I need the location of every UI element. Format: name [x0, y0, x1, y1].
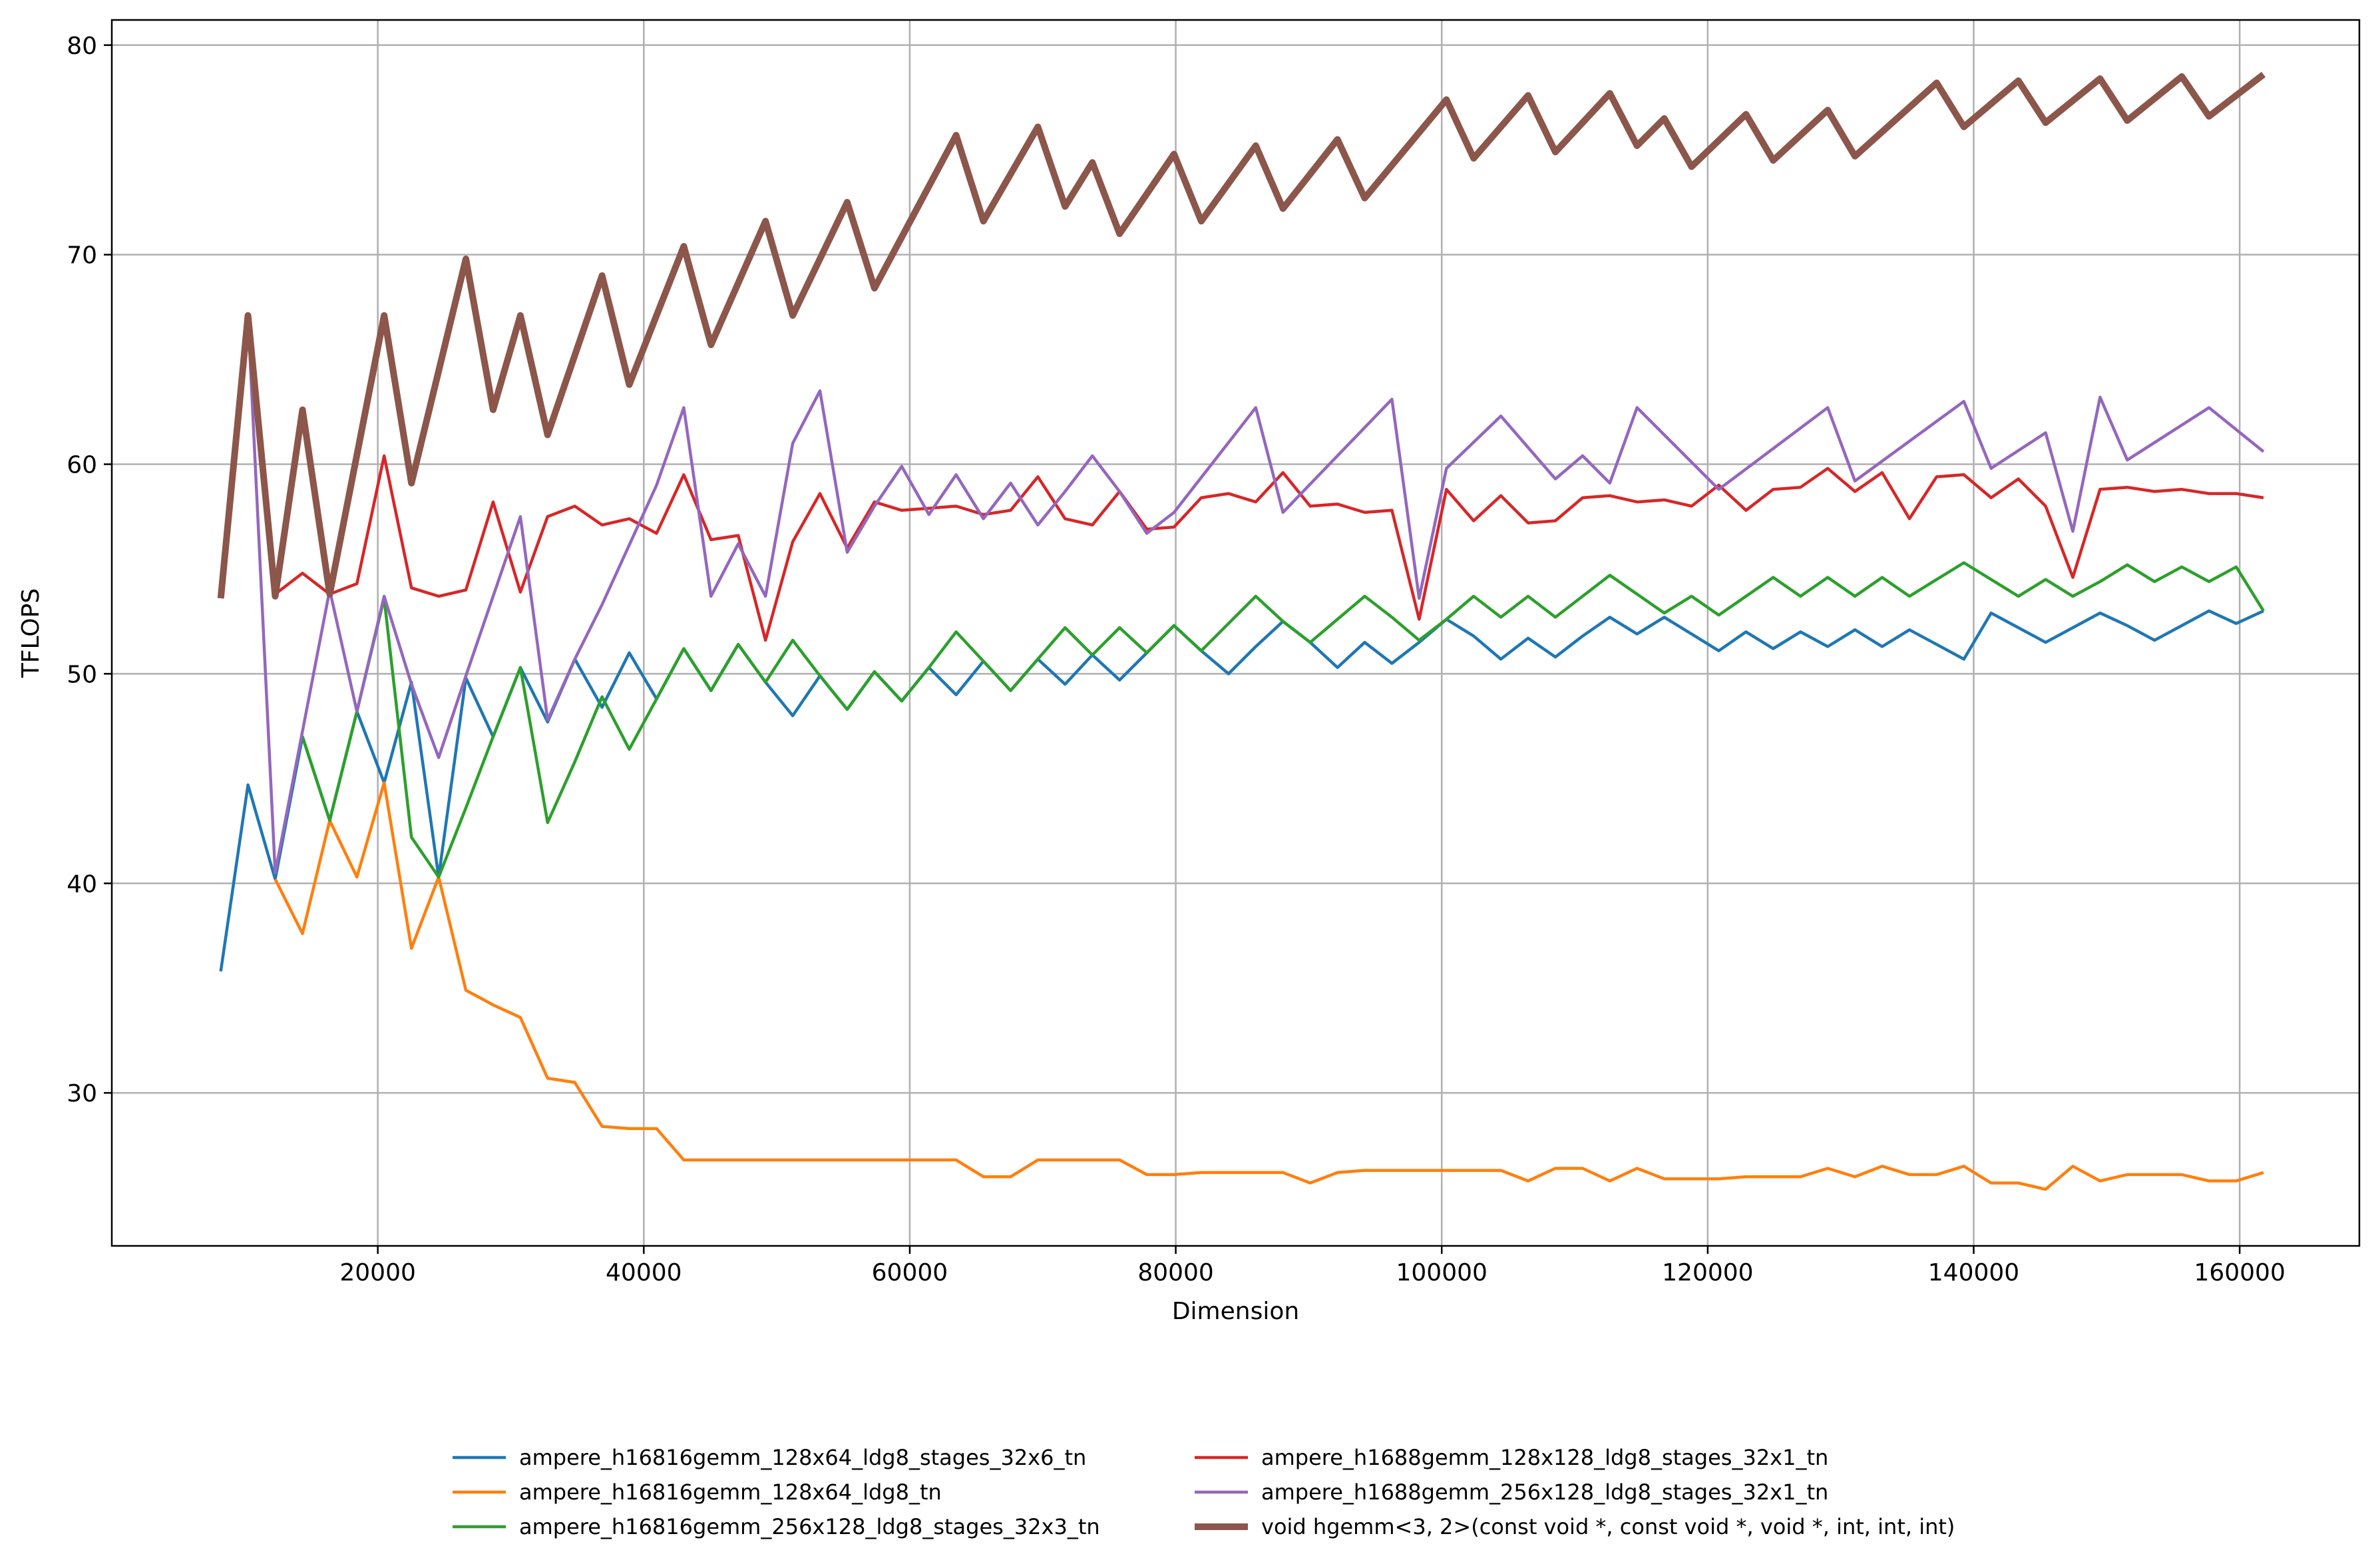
y-tick-label: 80	[67, 33, 97, 60]
y-tick-label: 40	[67, 871, 97, 898]
y-tick-label: 60	[67, 452, 97, 479]
series-line	[217, 71, 2266, 600]
grid	[112, 20, 2359, 1246]
x-tick-label: 40000	[606, 1259, 682, 1286]
x-tick-label: 60000	[872, 1259, 948, 1286]
legend-label: ampere_h16816gemm_128x64_ldg8_stages_32x…	[519, 1445, 1086, 1470]
x-axis: 20000 40000 60000 80000 100000 120000 140000 16…	[339, 1246, 2285, 1286]
x-axis-label: Dimension	[1172, 1298, 1299, 1325]
legend-label: ampere_h16816gemm_128x64_ldg8_tn	[519, 1479, 942, 1505]
legend-label: ampere_h16816gemm_256x128_ldg8_stages_32…	[519, 1514, 1100, 1539]
legend-label: void hgemm<3, 2>(const void *, const voi…	[1261, 1514, 1955, 1539]
series-lines	[217, 71, 2266, 1191]
legend-label: ampere_h1688gemm_128x128_ldg8_stages_32x…	[1261, 1445, 1828, 1470]
x-tick-label: 100000	[1396, 1259, 1487, 1286]
y-tick-label: 50	[67, 661, 97, 688]
y-axis-label: TFLOPS	[17, 588, 45, 678]
y-axis: 30 40 50 60 70 80	[67, 33, 112, 1107]
legend: ampere_h16816gemm_128x64_ldg8_stages_32x…	[453, 1445, 1955, 1539]
x-tick-label: 80000	[1137, 1259, 1214, 1286]
y-tick-label: 30	[67, 1080, 97, 1107]
series-line	[274, 454, 2264, 642]
series-line	[301, 561, 2265, 879]
x-tick-label: 120000	[1662, 1259, 1753, 1286]
series-line	[246, 315, 2265, 875]
y-tick-label: 70	[67, 242, 97, 270]
legend-label: ampere_h1688gemm_256x128_ldg8_stages_32x…	[1261, 1479, 1828, 1505]
x-tick-label: 160000	[2194, 1259, 2285, 1286]
plot-frame	[110, 19, 2361, 1247]
x-tick-label: 140000	[1928, 1259, 2019, 1286]
x-tick-label: 20000	[339, 1259, 416, 1286]
series-line	[274, 781, 2264, 1191]
